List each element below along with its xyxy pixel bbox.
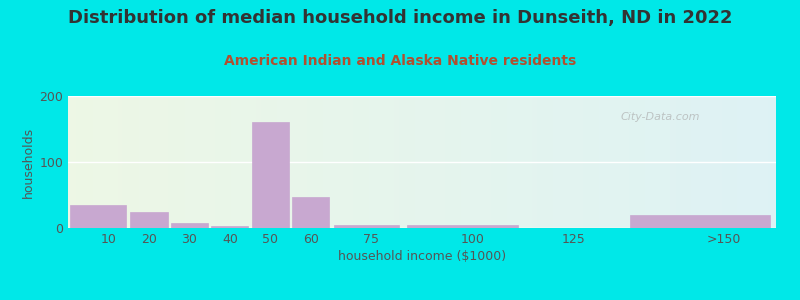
Text: City-Data.com: City-Data.com <box>620 112 700 122</box>
Bar <box>630 215 770 228</box>
X-axis label: household income ($1000): household income ($1000) <box>338 250 506 263</box>
Bar <box>406 225 518 228</box>
Y-axis label: households: households <box>22 126 35 198</box>
Bar <box>70 205 126 228</box>
Bar <box>252 122 289 228</box>
Bar <box>334 225 399 228</box>
Bar <box>130 212 167 228</box>
Text: American Indian and Alaska Native residents: American Indian and Alaska Native reside… <box>224 54 576 68</box>
Text: Distribution of median household income in Dunseith, ND in 2022: Distribution of median household income … <box>68 9 732 27</box>
Bar <box>292 197 330 228</box>
Bar <box>170 224 208 228</box>
Bar <box>211 226 249 228</box>
